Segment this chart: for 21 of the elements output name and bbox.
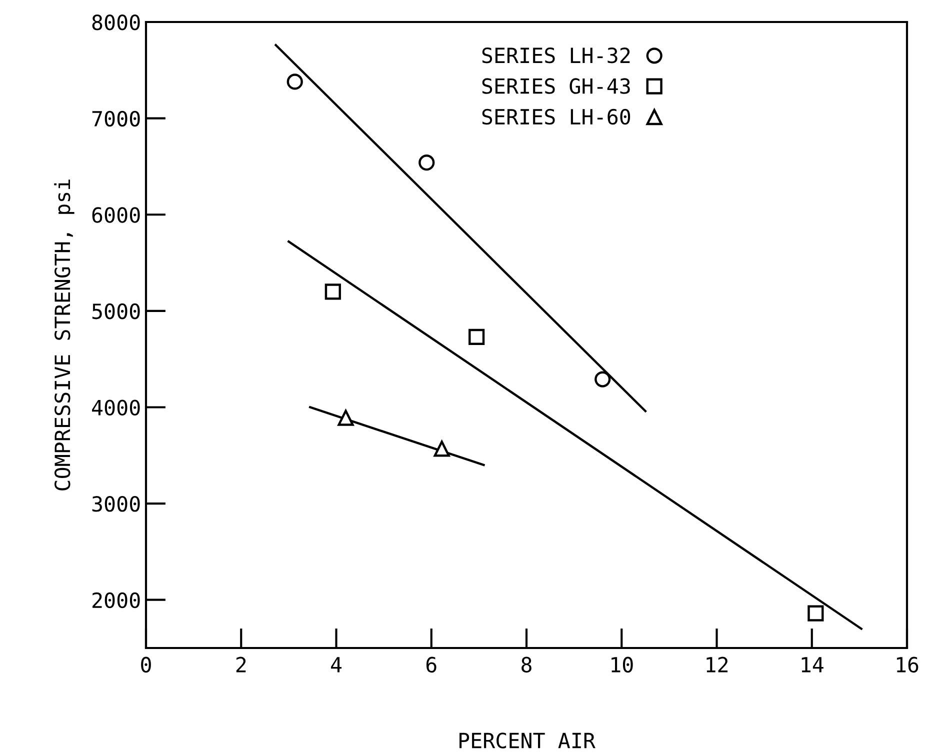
x-tick-label: 10: [612, 656, 633, 673]
y-tick-label: 2000: [92, 592, 140, 608]
y-tick-label: 6000: [92, 207, 140, 223]
x-tick-label: 8: [522, 656, 532, 673]
y-tick-label: 4000: [92, 400, 140, 416]
legend-label: SERIES GH-43: [482, 78, 630, 94]
x-tick-label: 14: [802, 657, 824, 672]
y-tick-label: 7000: [92, 110, 140, 127]
x-axis-title: PERCENT AIR: [460, 732, 596, 748]
y-axis-title: COMPRESSIVE STRENGTH, psi: [54, 180, 74, 490]
x-tick-label: 2: [236, 656, 246, 672]
legend-label: SERIES LH-60: [482, 108, 630, 125]
x-tick-label: 0: [141, 656, 151, 673]
x-tick-label: 16: [896, 656, 918, 673]
x-tick-label: 6: [426, 656, 436, 673]
y-tick-label: 3000: [92, 496, 140, 512]
x-tick-label: 12: [706, 656, 728, 672]
legend-label: SERIES LH-32: [482, 47, 630, 64]
x-tick-label: 4: [331, 657, 342, 672]
y-tick-label: 5000: [92, 303, 140, 320]
y-tick-label: 8000: [92, 14, 140, 30]
